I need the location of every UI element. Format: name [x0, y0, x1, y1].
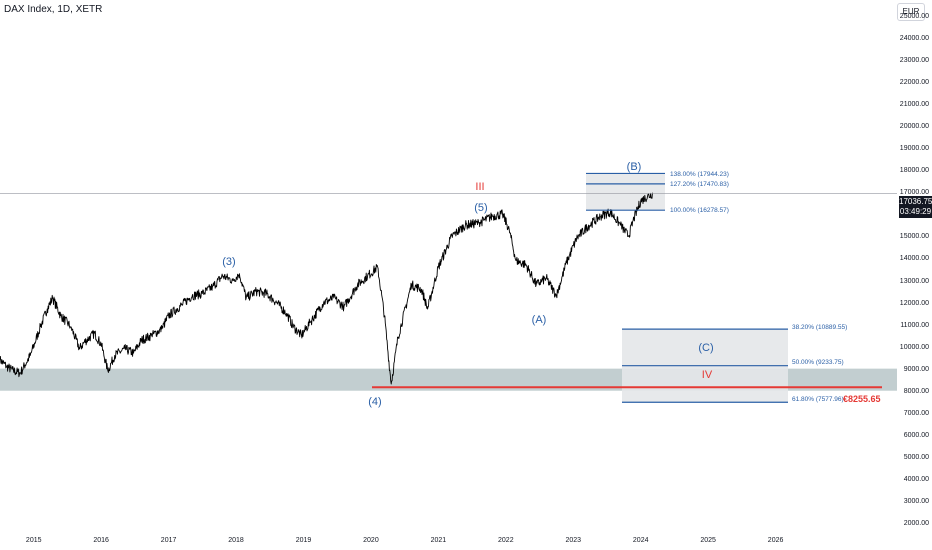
y-tick-label: 12000.00 [899, 299, 929, 307]
fib-label-50: 50.00% (9233.75) [792, 359, 844, 366]
y-tick-label: 14000.00 [899, 255, 929, 263]
bar-countdown: 03:49:29 [899, 207, 932, 216]
y-tick-label: 8000.00 [903, 387, 929, 395]
y-tick-label: 4000.00 [903, 476, 929, 484]
target-price-label: €8255.65 [843, 394, 881, 404]
y-tick-label: 2000.00 [903, 520, 929, 528]
x-tick-label: 2019 [295, 537, 312, 544]
x-tick-label: 2023 [565, 537, 582, 544]
x-tick-label: 2017 [160, 537, 177, 544]
y-tick-label: 20000.00 [899, 123, 929, 131]
wave-label-iii: III [475, 181, 485, 193]
y-tick-label: 6000.00 [903, 432, 929, 440]
current-price-tag: 17036.75 03:49:29 [899, 196, 932, 218]
currency-button[interactable]: EUR [897, 3, 925, 21]
y-tick-label: 3000.00 [903, 498, 929, 506]
wave-label-a: (A) [531, 314, 547, 326]
wave-label-b: (B) [626, 161, 642, 173]
x-tick-label: 2016 [93, 537, 109, 544]
y-tick-label: 17000.00 [899, 189, 929, 197]
wave-label-c: (C) [698, 342, 714, 354]
x-tick-label: 2020 [363, 537, 379, 544]
y-tick-label: 22000.00 [899, 78, 929, 86]
x-tick-label: 2026 [767, 537, 784, 544]
y-tick-label: 23000.00 [899, 56, 929, 64]
wave-label-iv: IV [701, 369, 713, 381]
y-tick-label: 18000.00 [899, 167, 929, 175]
wave-label-4: (4) [368, 396, 382, 408]
fib-label-38: 38.20% (10889.55) [792, 324, 848, 331]
x-tick-label: 2025 [700, 537, 716, 544]
fib-zone-upper [586, 173, 665, 211]
y-tick-label: 9000.00 [903, 365, 929, 373]
y-tick-label: 24000.00 [899, 34, 929, 42]
fib-label-138: 138.00% (17944.23) [670, 171, 729, 178]
fib-label-100: 100.00% (16278.57) [670, 207, 729, 214]
price-series-line [0, 192, 654, 385]
y-tick-label: 5000.00 [903, 454, 929, 462]
y-tick-label: 7000.00 [903, 410, 929, 417]
x-tick-label: 2015 [25, 537, 42, 544]
y-tick-label: 11000.00 [900, 321, 929, 329]
x-tick-label: 2021 [430, 537, 447, 544]
wave-label-5: (5) [474, 202, 488, 214]
y-tick-label: 21000.00 [899, 100, 929, 108]
wave-label-3: (3) [222, 256, 236, 268]
x-tick-label: 2022 [498, 537, 514, 544]
y-tick-label: 25000.00 [899, 12, 929, 20]
fib-label-127: 127.20% (17470.83) [670, 181, 729, 188]
y-tick-label: 15000.00 [899, 233, 929, 241]
fib-label-618: 61.80% (7577.96) [792, 396, 844, 403]
y-tick-label: 19000.00 [899, 145, 929, 153]
current-price: 17036.75 [899, 197, 932, 206]
chart-title: DAX Index, 1D, XETR [4, 4, 103, 15]
x-tick-label: 2018 [228, 537, 244, 544]
x-tick-label: 2024 [632, 537, 649, 544]
y-tick-label: 10000.00 [899, 343, 929, 351]
y-tick-label: 13000.00 [899, 277, 929, 285]
